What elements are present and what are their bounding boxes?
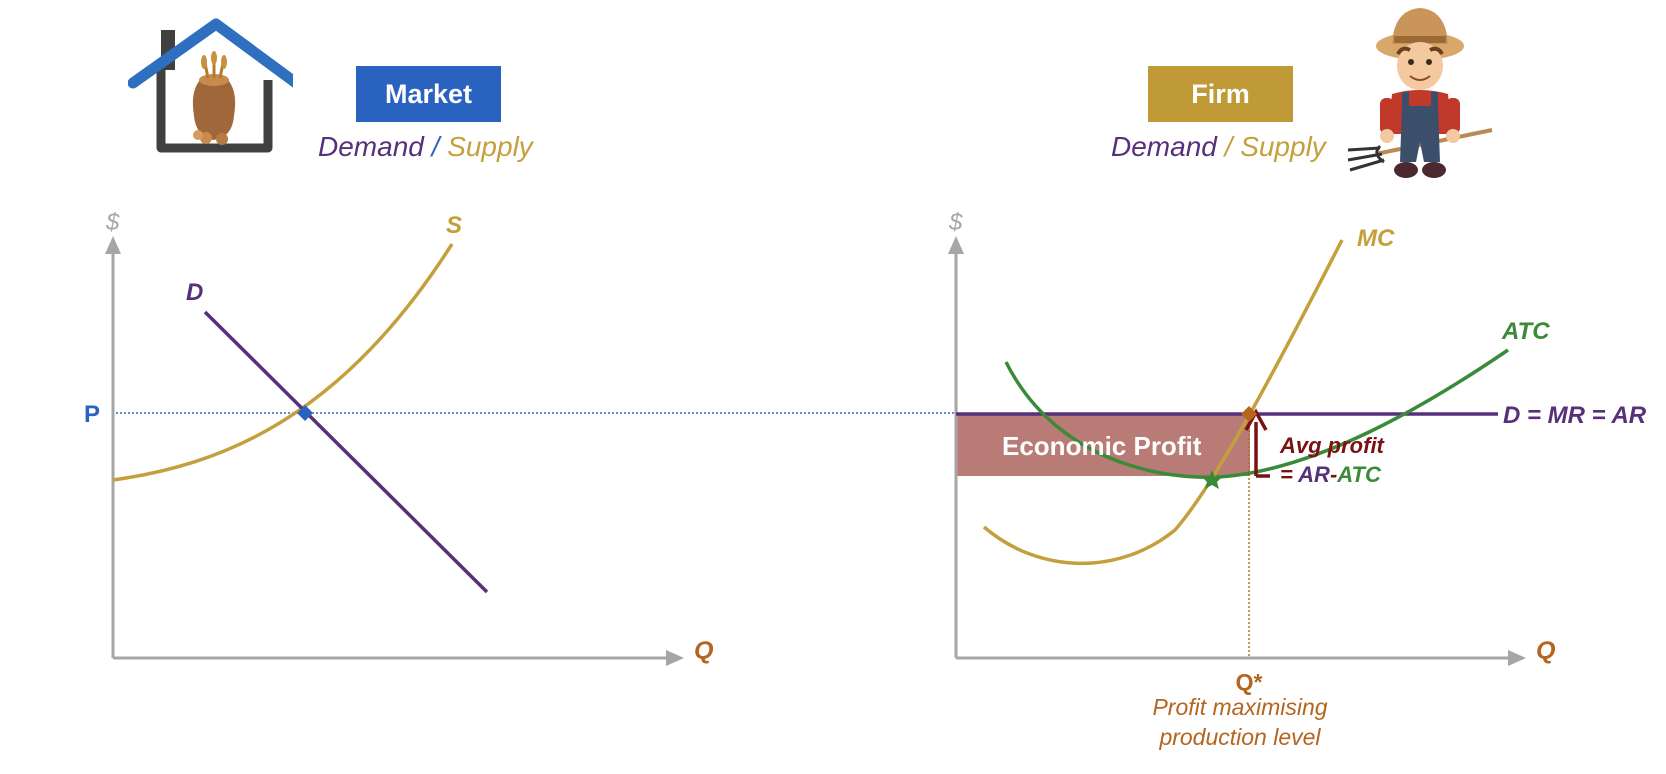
firm-subtitle-supply: Supply [1240,131,1326,162]
atc-label: ATC [1501,318,1550,345]
firm-demand-label: D = MR = AR [1503,402,1647,429]
market-y-axis-label: $ [105,209,120,236]
market-subtitle: Demand / Supply [318,131,533,163]
firm-y-axis-arrow [948,236,964,254]
qstar-caption-line2: production level [1158,724,1321,750]
qstar-label: Q* [1236,669,1263,695]
firm-subtitle-demand: Demand [1111,131,1217,162]
market-demand-curve [203,310,489,594]
avg-profit-ar: AR [1297,462,1330,487]
avg-profit-arrow-head [1244,408,1268,431]
market-subtitle-sep: / [431,131,440,162]
avg-profit-eq: = [1280,462,1298,487]
atc-min-point [1202,470,1222,489]
market-x-axis-label: Q [694,637,714,665]
market-supply-label: S [446,212,462,239]
avg-profit-formula: = AR-ATC [1280,462,1382,487]
economic-profit-area [956,414,1250,476]
market-icon [127,18,302,153]
firm-subtitle-sep: / [1224,131,1233,162]
economic-profit-label: Economic Profit [1002,431,1202,461]
avg-profit-label: Avg profit [1279,433,1386,458]
firm-subtitle: Demand / Supply [1111,131,1326,163]
market-supply-curve [112,243,454,482]
farmer-icon [1340,2,1500,194]
market-badge: Market [356,66,501,122]
qstar-caption-line1: Profit maximising [1152,694,1327,720]
market-y-axis-arrow [105,236,121,254]
firm-x-axis-label: Q [1536,637,1556,665]
profit-max-point [1241,406,1257,422]
avg-profit-atc: ATC [1336,462,1382,487]
market-demand-label: D [186,279,203,306]
mc-curve [982,239,1344,566]
firm-badge: Firm [1148,66,1293,122]
mc-label: MC [1357,225,1395,252]
market-subtitle-supply: Supply [447,131,533,162]
market-x-axis-arrow [666,650,684,666]
firm-y-axis-label: $ [948,209,963,236]
market-price-label: P [84,401,100,428]
firm-x-axis-arrow [1508,650,1526,666]
avg-profit-dash: - [1330,462,1337,487]
market-equilibrium-point [297,405,313,421]
market-subtitle-demand: Demand [318,131,424,162]
atc-curve [1004,348,1509,479]
